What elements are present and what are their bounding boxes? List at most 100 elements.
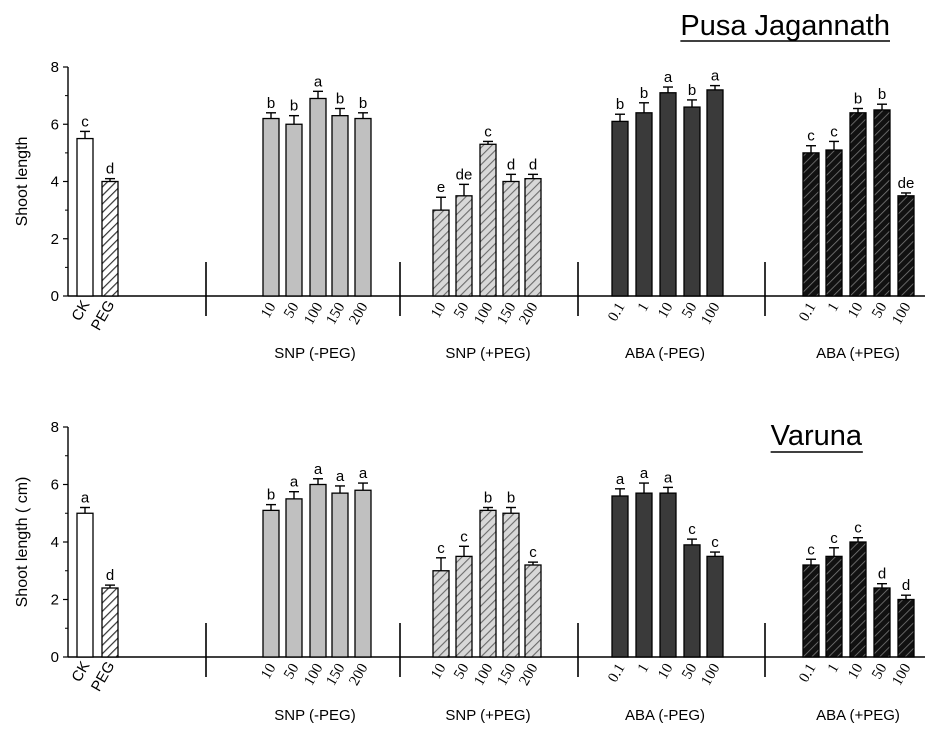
significance-letter: c	[807, 128, 815, 145]
bar	[897, 598, 915, 658]
x-category-label: 100	[471, 300, 496, 327]
x-category-label: 50	[451, 661, 472, 682]
significance-letter: b	[854, 91, 862, 108]
bar	[611, 120, 629, 297]
bar	[354, 117, 372, 297]
significance-letter: b	[616, 96, 624, 113]
bar	[262, 509, 280, 658]
x-category-label: 200	[346, 661, 371, 688]
x-category-label: 100	[698, 300, 723, 327]
x-category-label: 10	[845, 300, 866, 321]
significance-letter: c	[437, 540, 445, 557]
group-label: SNP (-PEG)	[274, 707, 355, 724]
x-category-label: 100	[889, 300, 914, 327]
significance-letter: c	[830, 530, 838, 547]
x-category-label: PEG	[88, 659, 119, 695]
bar	[479, 509, 497, 658]
y-tick-label: 2	[51, 231, 59, 248]
significance-letter: b	[640, 85, 648, 102]
group-label: ABA (-PEG)	[625, 345, 705, 362]
bar	[635, 112, 653, 297]
y-tick-label: 6	[51, 116, 59, 133]
x-category-label: 200	[516, 300, 541, 327]
bar	[76, 137, 94, 297]
y-tick-label: 4	[51, 534, 59, 551]
significance-letter: b	[878, 86, 886, 103]
bar	[873, 109, 891, 297]
bar	[683, 544, 701, 658]
x-category-label: 100	[471, 661, 496, 688]
bar	[309, 97, 327, 297]
x-category-label: 50	[451, 300, 472, 321]
panel-title: Varuna	[771, 420, 863, 452]
x-category-label: 1	[825, 300, 843, 314]
bar	[706, 89, 724, 297]
x-category-label: 150	[323, 300, 348, 327]
bar	[262, 117, 280, 297]
significance-letter: b	[688, 82, 696, 99]
bar	[635, 492, 653, 658]
x-category-label: 1	[635, 300, 653, 314]
x-category-label: 0.1	[796, 300, 819, 324]
significance-letter: a	[336, 468, 345, 485]
significance-letter: c	[81, 113, 89, 130]
bar	[659, 492, 677, 658]
significance-letter: c	[529, 544, 537, 561]
bar	[455, 555, 473, 658]
bar	[825, 149, 843, 297]
bar	[76, 512, 94, 658]
group-label: ABA (+PEG)	[816, 345, 900, 362]
x-category-label: 200	[516, 661, 541, 688]
significance-letter: a	[314, 73, 323, 90]
x-category-label: 50	[281, 661, 302, 682]
x-category-label: 150	[323, 661, 348, 688]
bar	[802, 152, 820, 297]
significance-letter: b	[484, 490, 492, 507]
bar	[285, 498, 303, 658]
significance-letter: a	[81, 490, 90, 507]
bar	[849, 541, 867, 658]
bar	[285, 123, 303, 297]
bar	[309, 483, 327, 658]
x-category-label: 10	[428, 661, 449, 682]
x-category-label: 50	[281, 300, 302, 321]
significance-letter: d	[529, 156, 537, 173]
x-category-label: 0.1	[605, 300, 628, 324]
x-category-label: 10	[655, 300, 676, 321]
bar	[802, 564, 820, 658]
x-category-label: PEG	[88, 298, 119, 334]
group-label: SNP (+PEG)	[445, 345, 530, 362]
significance-letter: d	[878, 566, 886, 583]
x-category-label: 50	[679, 300, 700, 321]
significance-letter: de	[456, 166, 473, 183]
significance-letter: d	[507, 156, 515, 173]
bar	[479, 143, 497, 297]
x-category-label: 10	[845, 661, 866, 682]
significance-letter: a	[314, 461, 323, 478]
bar	[825, 555, 843, 658]
x-category-label: 200	[346, 300, 371, 327]
significance-letter: a	[359, 465, 368, 482]
significance-letter: de	[898, 175, 915, 192]
significance-letter: e	[437, 179, 445, 196]
x-category-label: 100	[889, 661, 914, 688]
bar	[502, 180, 520, 297]
significance-letter: d	[902, 577, 910, 594]
group-label: ABA (-PEG)	[625, 707, 705, 724]
significance-letter: c	[688, 521, 696, 538]
x-category-label: 0.1	[796, 661, 819, 685]
y-tick-label: 8	[51, 419, 59, 436]
x-category-label: 1	[635, 661, 653, 675]
significance-letter: a	[616, 471, 625, 488]
x-category-label: 0.1	[605, 661, 628, 685]
bar	[683, 106, 701, 297]
significance-letter: b	[336, 91, 344, 108]
y-tick-label: 6	[51, 477, 59, 494]
y-axis-label: Shoot length ( cm)	[14, 477, 31, 608]
bar	[706, 555, 724, 658]
significance-letter: b	[267, 487, 275, 504]
significance-letter: a	[664, 469, 673, 486]
y-tick-label: 4	[51, 174, 59, 191]
